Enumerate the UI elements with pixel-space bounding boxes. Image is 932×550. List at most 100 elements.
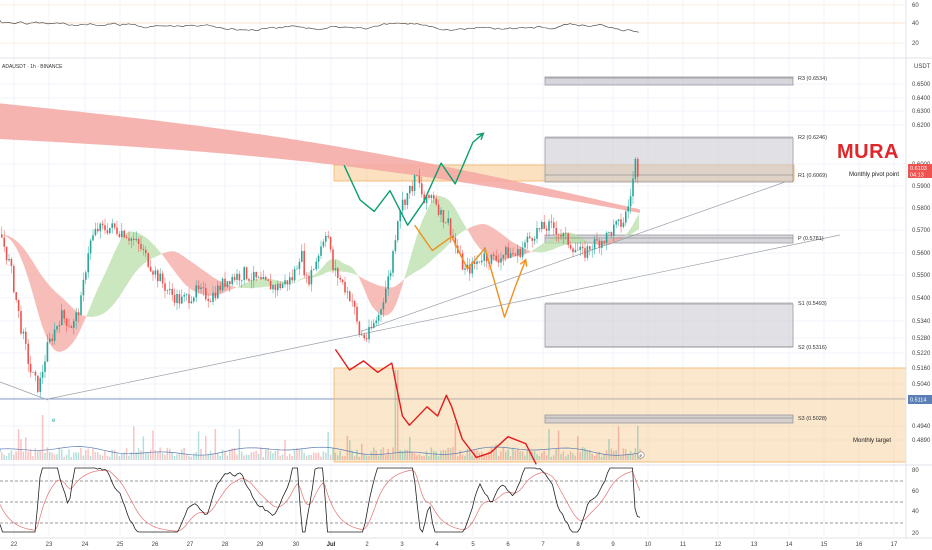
candle-body: [39, 377, 41, 392]
candle-body: [82, 279, 85, 296]
volume-bar: [181, 449, 183, 460]
fast-ma-band-segment: [492, 227, 495, 261]
fast-ma-band-segment: [171, 251, 174, 271]
volume-bar: [632, 453, 634, 460]
y-tick-label: 0.5040: [912, 382, 931, 388]
fast-ma-band-segment: [354, 269, 357, 276]
volume-bar: [13, 454, 15, 460]
level-labels: R3 (0.6534) R2 (0.6246) R1 (0.6069) P (0.57…: [545, 76, 827, 422]
candle-body: [92, 235, 94, 241]
fast-ma-band-segment: [390, 287, 393, 314]
candle-body: [15, 292, 17, 300]
volume-bar: [521, 451, 524, 460]
volume-bar: [524, 455, 526, 460]
candle-body: [375, 320, 377, 324]
candle-body: [517, 249, 519, 256]
fast-ma-band-segment: [570, 232, 573, 244]
candle-body: [197, 285, 200, 289]
candle-body: [85, 272, 87, 280]
candle-body: [553, 222, 555, 229]
fast-ma-band-segment: [372, 282, 375, 310]
candle-body: [99, 223, 101, 232]
volume-bar: [274, 451, 277, 460]
candle-body: [320, 246, 322, 256]
volume-bar: [334, 452, 337, 460]
candle-body: [77, 312, 80, 316]
candle-body: [411, 185, 413, 192]
volume-bar: [433, 450, 435, 460]
volume-bar: [380, 449, 382, 460]
candle-body: [3, 237, 5, 247]
fast-ma-band-segment: [96, 286, 99, 317]
fast-ma-band-segment: [483, 224, 486, 255]
scenario-bearish: [334, 349, 537, 465]
volume-bar: [229, 449, 231, 460]
candle-body: [608, 232, 610, 233]
candle-body: [406, 193, 409, 205]
volume-bar: [610, 448, 613, 460]
y-tick-label: 0.5280: [912, 336, 931, 342]
fast-ma-band-segment: [84, 314, 87, 322]
volume-bar: [339, 451, 341, 460]
candle-body: [449, 218, 452, 236]
fast-ma-band-segment: [12, 237, 15, 246]
volume-bar: [550, 456, 553, 460]
candle-body: [286, 280, 289, 285]
volume-bar: [332, 447, 334, 460]
volume-bar: [159, 447, 161, 460]
fast-ma-band-segment: [549, 238, 552, 251]
fast-ma-band-segment: [462, 220, 465, 232]
scenario-neutral: [414, 224, 527, 318]
fast-ma-band-segment: [411, 245, 414, 275]
fast-ma-band-segment: [27, 252, 30, 285]
volume-bar: [543, 450, 545, 460]
fast-ma-band-segment: [315, 272, 318, 278]
volume-bar: [361, 443, 363, 460]
candle-body: [10, 259, 13, 266]
candle-body: [543, 222, 545, 229]
volume-bar: [337, 455, 339, 460]
candle-body: [293, 269, 296, 281]
volume-bar: [272, 453, 274, 460]
candle-body: [257, 277, 260, 278]
volume-bar: [205, 436, 207, 460]
fast-ma-band-segment: [624, 233, 627, 237]
x-tick-label: 26: [152, 542, 159, 548]
y-tick-label: 0.6300: [912, 109, 931, 115]
volume-bar: [409, 437, 411, 460]
volume-bar: [461, 454, 464, 460]
candle-body: [111, 223, 113, 228]
volume-bar: [373, 447, 375, 460]
x-tick-label: 6: [506, 542, 510, 548]
volume-bar: [605, 450, 608, 460]
volume-bar: [99, 454, 101, 460]
candle-body: [346, 291, 349, 293]
candle-body: [565, 233, 567, 234]
candle-body: [140, 243, 142, 249]
volume-bar: [377, 455, 380, 460]
candle-body: [550, 221, 553, 223]
candle-body: [531, 238, 533, 241]
fast-ma-band-segment: [486, 224, 489, 257]
x-tick-label: 16: [856, 542, 863, 548]
volume-bar: [346, 435, 349, 460]
volume-bar: [545, 455, 548, 460]
volume-bar: [387, 449, 389, 460]
candle-body: [577, 249, 579, 251]
fast-ma-band-segment: [168, 251, 171, 267]
volume-bar: [425, 451, 428, 460]
y-tick-label: 0.5500: [912, 273, 931, 279]
x-tick-label: 24: [82, 542, 89, 548]
candle-body: [65, 318, 68, 326]
y-tick-label: 0.6200: [912, 123, 931, 129]
candle-body: [128, 238, 130, 241]
candle-body: [466, 264, 469, 269]
candle-body: [507, 247, 509, 258]
volume-bar: [56, 454, 58, 460]
volume-ma: [0, 446, 641, 456]
fast-ma-band-segment: [564, 232, 567, 246]
volume-bar: [8, 452, 10, 460]
y-tick-label: 0.5160: [912, 366, 931, 372]
